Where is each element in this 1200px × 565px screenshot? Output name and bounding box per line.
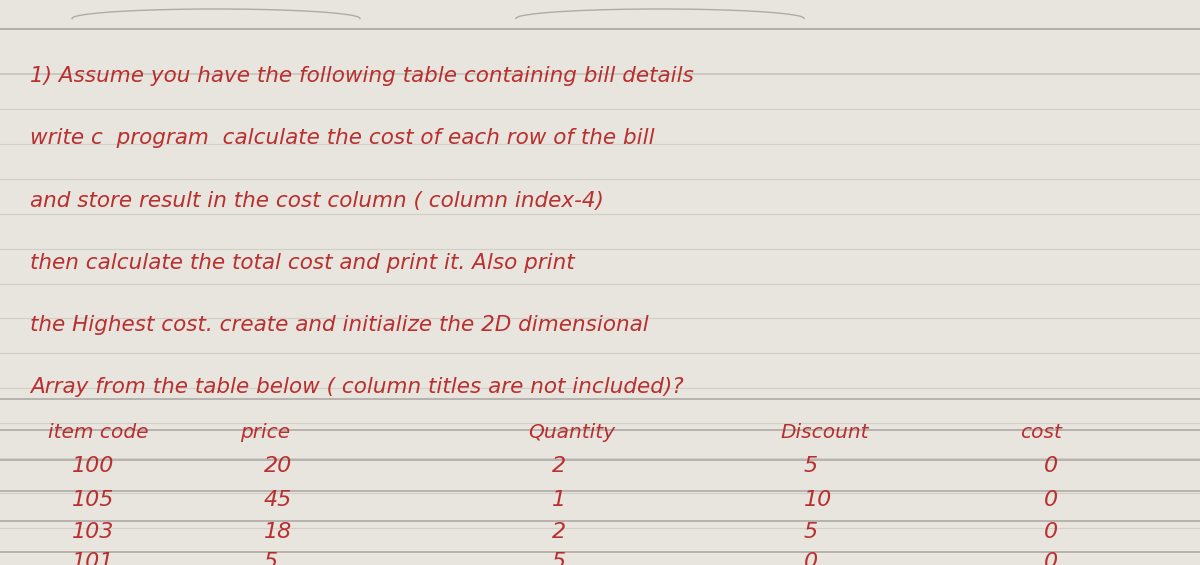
Text: and store result in the cost column ( column index-4): and store result in the cost column ( co… [30,190,604,211]
Text: 1: 1 [552,490,566,510]
Text: 105: 105 [72,490,114,510]
Text: 5: 5 [264,552,278,565]
Text: cost: cost [1020,423,1062,442]
Text: 10: 10 [804,490,833,510]
Text: 0: 0 [1044,456,1058,476]
Text: 2: 2 [552,522,566,542]
Text: 1) Assume you have the following table containing bill details: 1) Assume you have the following table c… [30,66,694,86]
Text: 5: 5 [552,552,566,565]
Text: 5: 5 [804,456,818,476]
Text: Discount: Discount [780,423,869,442]
Text: the Highest cost. create and initialize the 2D dimensional: the Highest cost. create and initialize … [30,315,649,335]
Text: 0: 0 [1044,552,1058,565]
Text: 0: 0 [1044,522,1058,542]
Text: then calculate the total cost and print it. Also print: then calculate the total cost and print … [30,253,575,273]
Text: 18: 18 [264,522,293,542]
Text: Array from the table below ( column titles are not included)?: Array from the table below ( column titl… [30,377,684,397]
Text: Quantity: Quantity [528,423,616,442]
Text: 0: 0 [1044,490,1058,510]
Text: 2: 2 [552,456,566,476]
Text: write c  program  calculate the cost of each row of the bill: write c program calculate the cost of ea… [30,128,655,149]
Text: price: price [240,423,290,442]
Text: 20: 20 [264,456,293,476]
Text: 100: 100 [72,456,114,476]
Text: item code: item code [48,423,149,442]
Text: 5: 5 [804,522,818,542]
Text: 45: 45 [264,490,293,510]
Text: 101: 101 [72,552,114,565]
Text: 103: 103 [72,522,114,542]
Text: 0: 0 [804,552,818,565]
